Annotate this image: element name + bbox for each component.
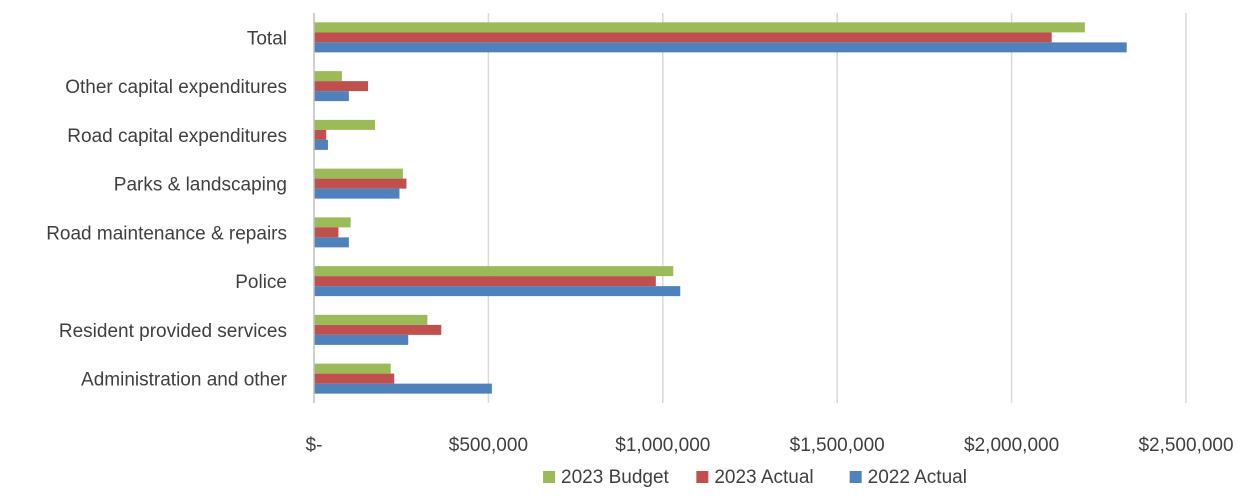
bar-2023-budget-3 — [314, 168, 403, 179]
bar-2023-actual-7 — [314, 373, 395, 384]
x-tick-label: $1,500,000 — [790, 435, 885, 456]
grid-lines — [487, 13, 1187, 403]
legend-swatch — [849, 471, 862, 483]
x-tick-label: $- — [306, 435, 323, 456]
category-label: Total — [247, 28, 287, 49]
bar-2022-actual-5 — [314, 286, 681, 297]
legend-swatch — [543, 471, 556, 483]
x-tick-labels: $- $500,000 $1,000,000 $1,500,000 $2,000,000… — [306, 435, 1234, 456]
legend-label: 2023 Actual — [714, 467, 813, 488]
bar-2023-actual-4 — [314, 227, 339, 238]
bar-2023-actual-2 — [314, 129, 327, 140]
legend: 2023 Budget 2023 Actual 2022 Actual — [543, 467, 967, 488]
category-label: Administration and other — [81, 370, 288, 391]
bar-2022-actual-6 — [314, 334, 409, 345]
bar-2023-actual-1 — [314, 81, 369, 92]
bar-2022-actual-7 — [314, 383, 492, 394]
bar-2023-budget-0 — [314, 22, 1085, 33]
category-label: Other capital expenditures — [65, 77, 287, 98]
bar-2023-budget-6 — [314, 314, 428, 325]
bar-2023-budget-4 — [314, 217, 351, 228]
category-labels: Total Other capital expenditures Road capi… — [46, 28, 287, 390]
bar-2023-actual-5 — [314, 276, 656, 287]
category-label: Parks & landscaping — [114, 175, 287, 196]
x-tick-label: $500,000 — [449, 435, 528, 456]
x-tick-label: $2,500,000 — [1138, 435, 1233, 456]
bar-2022-actual-1 — [314, 91, 349, 102]
category-label: Police — [235, 272, 287, 293]
bar-2023-budget-7 — [314, 363, 391, 374]
category-label: Road maintenance & repairs — [46, 223, 287, 244]
legend-swatch — [696, 471, 709, 483]
bar-2022-actual-2 — [314, 139, 328, 150]
x-tick-label: $2,000,000 — [964, 435, 1059, 456]
category-label: Road capital expenditures — [67, 126, 287, 147]
bar-2022-actual-4 — [314, 237, 349, 248]
bar-2023-actual-0 — [314, 32, 1052, 43]
bar-2023-actual-6 — [314, 324, 442, 335]
bar-2023-budget-5 — [314, 266, 674, 277]
category-label: Resident provided services — [59, 321, 287, 342]
legend-label: 2022 Actual — [868, 467, 967, 488]
bar-2022-actual-0 — [314, 42, 1127, 53]
bar-2023-budget-1 — [314, 71, 342, 82]
x-tick-label: $1,000,000 — [615, 435, 710, 456]
bar-2022-actual-3 — [314, 188, 400, 199]
legend-label: 2023 Budget — [561, 467, 669, 488]
bar-2023-actual-3 — [314, 178, 407, 189]
bar-2023-budget-2 — [314, 119, 376, 130]
bars — [314, 22, 1127, 394]
